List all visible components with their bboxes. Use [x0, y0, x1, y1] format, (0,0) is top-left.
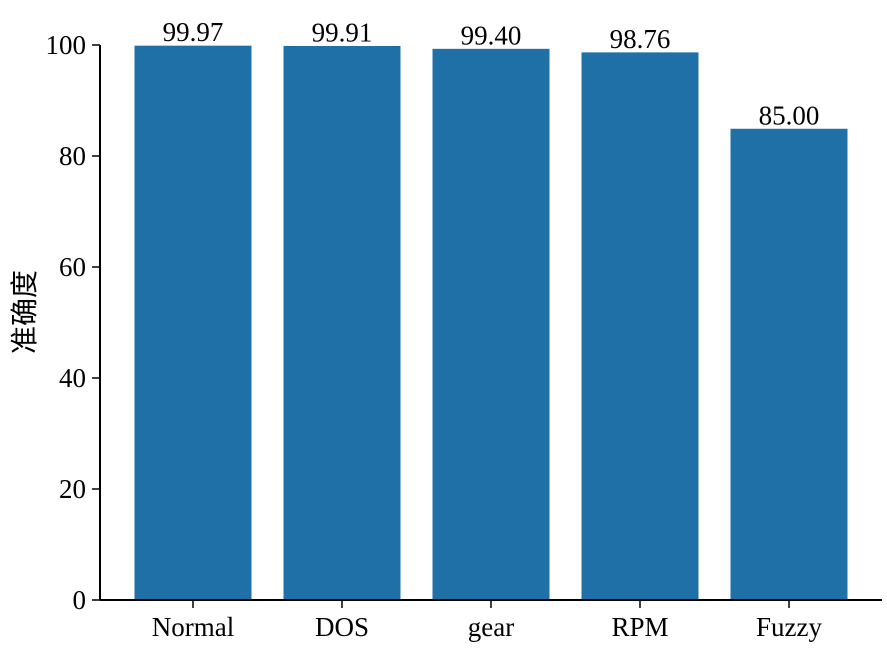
labels-group: 99.97 Normal 99.91 DOS 99.40 gear 98.76 RPM 85.0…	[46, 17, 823, 642]
bars-group	[133, 44, 849, 601]
x-tick-label-rpm: RPM	[611, 612, 668, 642]
bar-rpm	[580, 51, 700, 601]
x-tick-label-normal: Normal	[152, 612, 234, 642]
data-label-fuzzy: 85.00	[759, 100, 820, 130]
bar-dos	[282, 44, 402, 601]
data-label-dos: 99.91	[312, 17, 373, 47]
x-tick-label-gear: gear	[468, 612, 514, 642]
y-tick-label: 60	[59, 252, 86, 282]
y-tick-label: 100	[46, 30, 87, 60]
data-label-normal: 99.97	[163, 17, 224, 47]
y-tick-label: 40	[59, 363, 86, 393]
bar-gear	[431, 47, 551, 601]
axes-group	[92, 44, 882, 608]
y-axis-title: 准确度	[8, 270, 41, 354]
y-tick-label: 0	[73, 585, 87, 615]
data-label-gear: 99.40	[461, 20, 522, 50]
x-tick-label-fuzzy: Fuzzy	[756, 612, 822, 642]
bar-fuzzy	[729, 127, 849, 601]
bar-normal	[133, 44, 253, 601]
x-tick-label-dos: DOS	[315, 612, 369, 642]
y-tick-label: 80	[59, 141, 86, 171]
y-tick-label: 20	[59, 474, 86, 504]
data-label-rpm: 98.76	[610, 24, 671, 54]
